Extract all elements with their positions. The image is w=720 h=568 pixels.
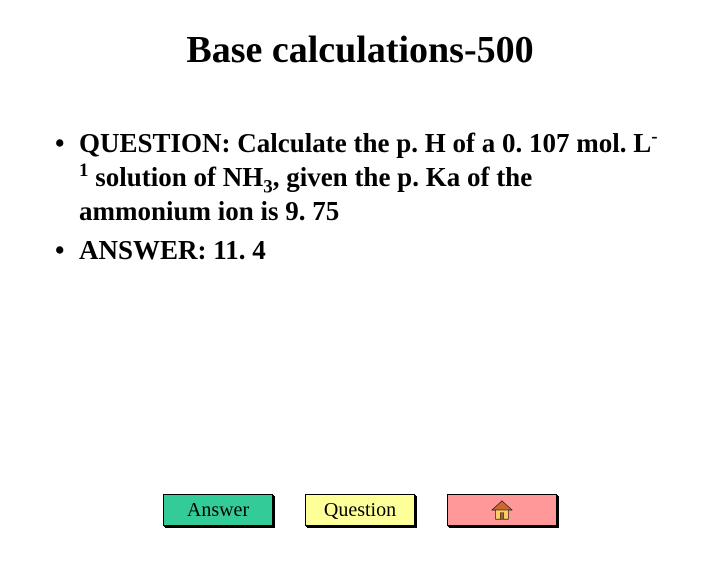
bullet-answer: • ANSWER: 11. 4 bbox=[55, 234, 665, 268]
bullet-dot: • bbox=[55, 234, 79, 268]
button-row: Answer Question bbox=[0, 494, 720, 526]
slide: Base calculations-500 • QUESTION: Calcul… bbox=[0, 28, 720, 568]
question-button-label: Question bbox=[324, 499, 396, 522]
answer-button[interactable]: Answer bbox=[163, 494, 273, 526]
slide-title: Base calculations-500 bbox=[0, 28, 720, 72]
bullet-text: ANSWER: 11. 4 bbox=[79, 234, 665, 268]
answer-button-label: Answer bbox=[187, 499, 249, 522]
home-button[interactable] bbox=[447, 494, 557, 526]
home-icon bbox=[491, 499, 513, 521]
slide-body: • QUESTION: Calculate the p. H of a 0. 1… bbox=[55, 127, 665, 268]
bullet-dot: • bbox=[55, 127, 79, 228]
bullet-content: 11. 4 bbox=[213, 235, 266, 265]
bullet-prefix: ANSWER: bbox=[79, 235, 213, 265]
bullet-question: • QUESTION: Calculate the p. H of a 0. 1… bbox=[55, 127, 665, 228]
question-button[interactable]: Question bbox=[305, 494, 415, 526]
bullet-prefix: QUESTION: bbox=[79, 128, 237, 158]
bullet-text: QUESTION: Calculate the p. H of a 0. 107… bbox=[79, 127, 665, 228]
